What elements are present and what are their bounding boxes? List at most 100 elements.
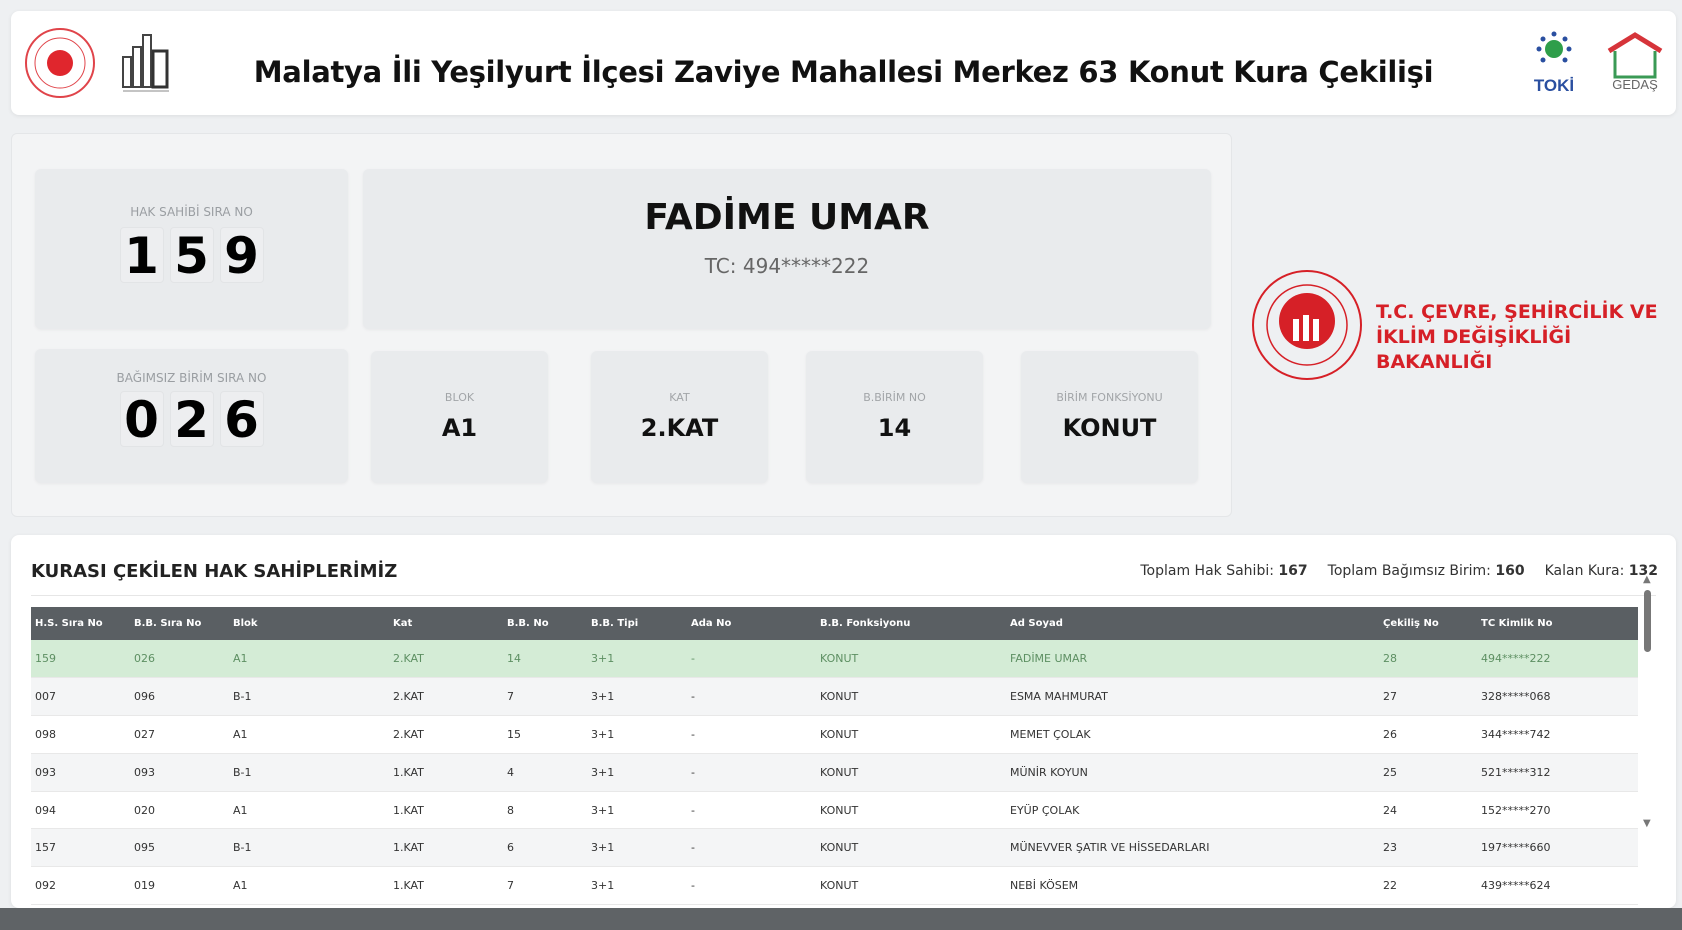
ministry-name: T.C. ÇEVRE, ŞEHİRCİLİK VE İKLİM DEĞİŞİKL… [1376,300,1682,375]
birim-no-card: B.BİRİM NO 14 [806,351,983,483]
table-cell: - [687,791,816,830]
table-cell: MÜNEVVER ŞATIR VE HİSSEDARLARI [1006,828,1379,868]
field-label: B.BİRİM NO [863,391,926,404]
table-cell: 3+1 [587,753,687,792]
table-cell: FADİME UMAR [1006,640,1379,679]
table-cell: 3+1 [587,715,687,754]
table-cell: - [687,753,816,792]
svg-text:TOKİ: TOKİ [1534,76,1574,95]
table-cell: 14 [503,640,587,679]
table-cell: A1 [229,640,389,679]
table-cell: 23 [1379,828,1477,868]
stat-value: 132 [1628,563,1658,579]
table-cell: 157 [31,828,130,868]
table-cell: 159 [31,640,130,679]
field-value: 2.KAT [640,414,719,442]
table-cell: 494*****222 [1477,640,1638,679]
page-title: Malatya İli Yeşilyurt İlçesi Zaviye Maha… [253,55,1434,89]
toki-logo: TOKİ [1534,31,1574,95]
winner-tc: TC: 494*****222 [704,254,870,278]
table-row[interactable]: 007 096 B-1 2.KAT 7 3+1- KONUT ESMA MAHMURAT 27 3… [31,677,1638,717]
stat-value: 160 [1495,563,1525,579]
table-cell: 094 [31,791,130,830]
table-cell: 4 [503,753,587,792]
table-cell: - [687,715,816,754]
table-cell: A1 [229,715,389,754]
table-cell: 28 [1379,640,1477,679]
birim-fonksiyonu-card: BİRİM FONKSİYONU KONUT [1021,351,1198,483]
digit: 9 [219,227,264,284]
table-row[interactable]: 159 026 A1 2.KAT 14 3+1- KONUT FADİME UMAR 28 494… [31,640,1638,679]
table-row[interactable]: 092 019 A1 1.KAT 7 3+1- KONUT NEBİ KÖSEM 22 439**… [31,866,1638,906]
table-cell: 1.KAT [389,753,503,792]
table-cell: EYÜP ÇOLAK [1006,791,1379,830]
column-header: TC Kimlik No [1477,607,1638,640]
table-scrollbar[interactable]: ▲ ▼ [1640,570,1656,870]
table-cell: 2.KAT [389,677,503,717]
table-cell: 25 [1379,753,1477,792]
table-row[interactable]: 157 095 B-1 1.KAT 6 3+1- KONUT MÜNEVVER ŞATIR V… [31,828,1638,868]
table-row[interactable]: 098 027 A1 2.KAT 15 3+1- KONUT MEMET ÇOLAK 26 344… [31,715,1638,754]
table-row[interactable]: 093 093 B-1 1.KAT 4 3+1- KONUT MÜNİR KOYUN 25 521… [31,753,1638,792]
ministry-name-line1: T.C. ÇEVRE, ŞEHİRCİLİK VE [1376,301,1658,323]
table-cell: 27 [1379,677,1477,717]
field-label: BLOK [444,391,475,404]
bagimsiz-birim-card: BAĞIMSIZ BİRİM SIRA NO 0 2 6 [35,349,348,483]
digit: 6 [219,391,264,448]
table-cell: - [687,828,816,868]
table-cell: 3+1 [587,640,687,679]
table-cell: 8 [503,791,587,830]
winner-name: FADİME UMAR [644,197,930,238]
table-cell: 1.KAT [389,828,503,868]
table-cell: 1.KAT [389,866,503,906]
table-cell: 152*****270 [1477,791,1638,830]
results-stats: Toplam Hak Sahibi: 167 Toplam Bağımsız B… [1140,563,1658,579]
table-cell: KONUT [816,828,1006,868]
table-cell: 2.KAT [389,640,503,679]
table-cell: 027 [130,715,229,754]
table-cell: A1 [229,791,389,830]
table-row[interactable]: 094 020 A1 1.KAT 8 3+1- KONUT EYÜP ÇOLAK 24 152**… [31,791,1638,830]
digit: 0 [119,391,164,448]
table-cell: - [687,640,816,679]
column-header: H.S. Sıra No [31,607,130,640]
kat-card: KAT 2.KAT [591,351,768,483]
stat-label: Toplam Hak Sahibi: [1140,563,1274,579]
field-value: A1 [441,414,478,442]
table-cell: KONUT [816,753,1006,792]
scroll-down-icon[interactable]: ▼ [1643,818,1651,829]
table-cell: 092 [31,866,130,906]
winner-name-card: FADİME UMAR TC: 494*****222 [363,169,1211,329]
results-table: H.S. Sıra No B.B. Sıra No Blok Kat B.B. No B.… [31,607,1638,906]
table-cell: KONUT [816,677,1006,717]
hak-sahibi-label: HAK SAHİBİ SIRA NO [130,205,253,219]
column-header: Blok [229,607,389,640]
column-header: Kat [389,607,503,640]
stat-label: Toplam Bağımsız Birim: [1327,563,1491,579]
stat-total-units: Toplam Bağımsız Birim: 160 [1328,563,1525,579]
table-cell: B-1 [229,828,389,868]
table-cell: 439*****624 [1477,866,1638,906]
table-cell: B-1 [229,677,389,717]
table-cell: 095 [130,828,229,868]
stat-total-owners: Toplam Hak Sahibi: 167 [1140,563,1307,579]
table-cell: MEMET ÇOLAK [1006,715,1379,754]
table-cell: - [687,866,816,906]
scroll-up-icon[interactable]: ▲ [1643,574,1651,585]
scrollbar-thumb[interactable] [1644,590,1651,652]
ministry-seal-logo [25,28,95,98]
table-cell: 1.KAT [389,791,503,830]
table-cell: 26 [1379,715,1477,754]
table-cell: 007 [31,677,130,717]
table-cell: 3+1 [587,828,687,868]
table-cell: - [687,677,816,717]
bagimsiz-birim-label: BAĞIMSIZ BİRİM SIRA NO [116,371,267,385]
digit: 1 [119,227,164,284]
table-cell: 3+1 [587,791,687,830]
table-cell: KONUT [816,791,1006,830]
table-cell: 019 [130,866,229,906]
table-cell: 3+1 [587,677,687,717]
table-cell: KONUT [816,715,1006,754]
table-cell: 197*****660 [1477,828,1638,868]
blok-card: BLOK A1 [371,351,548,483]
